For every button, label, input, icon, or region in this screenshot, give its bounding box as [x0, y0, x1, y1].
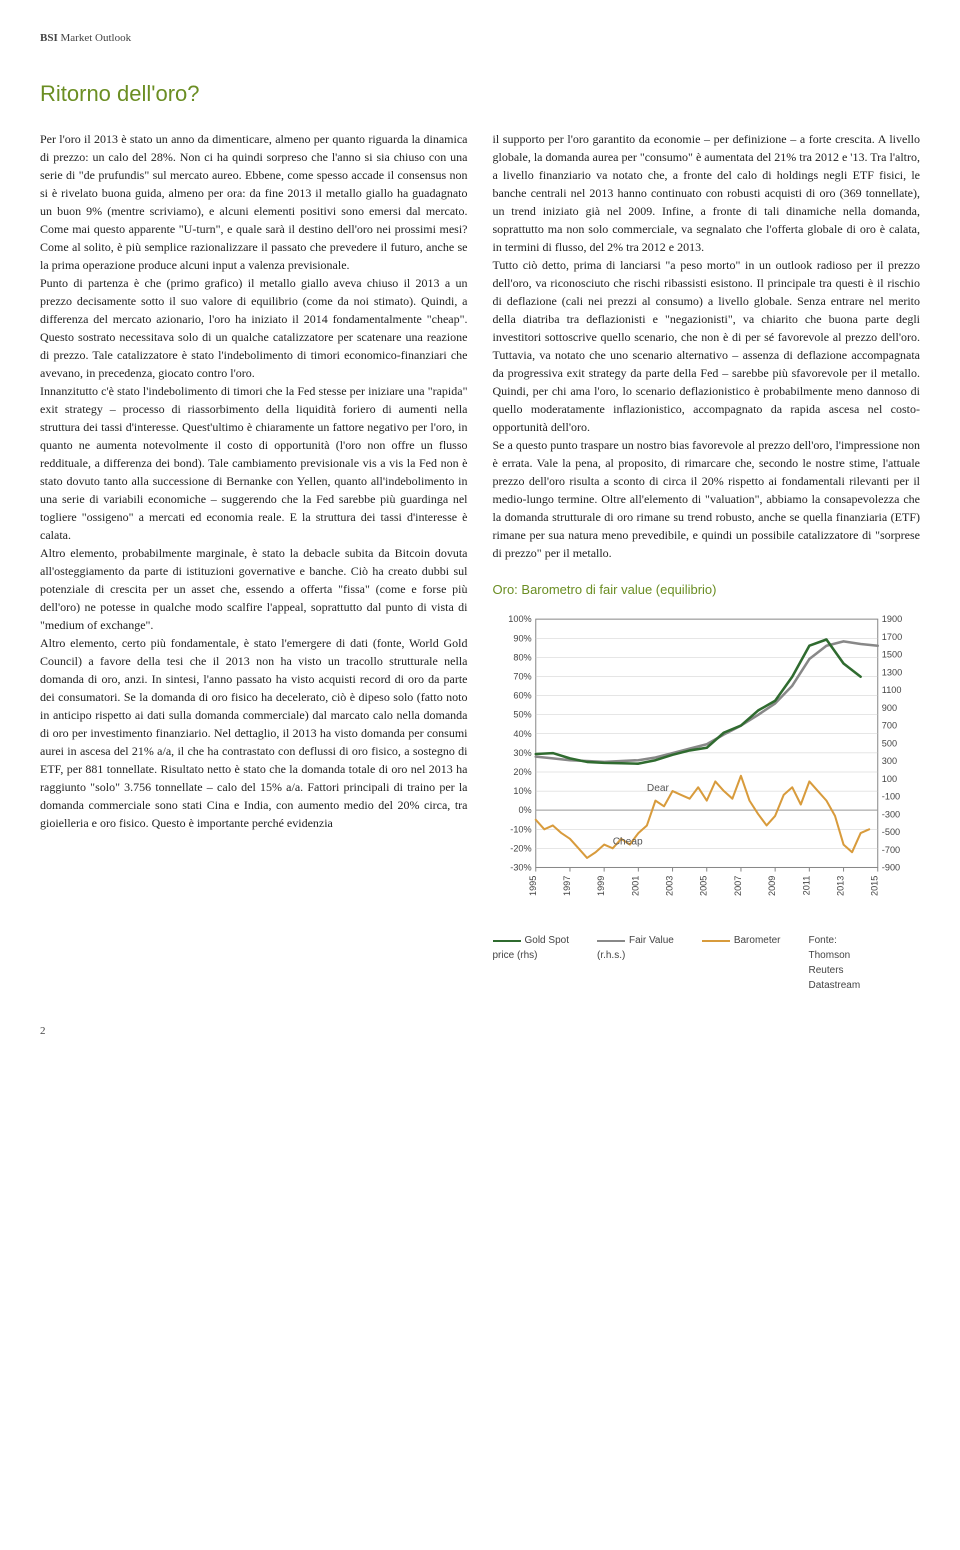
- body-right: il supporto per l'oro garantito da econo…: [493, 130, 921, 562]
- svg-text:100%: 100%: [508, 614, 531, 624]
- svg-text:900: 900: [881, 703, 896, 713]
- svg-text:1997: 1997: [561, 876, 571, 896]
- svg-text:2013: 2013: [835, 876, 845, 896]
- chart-source: Fonte:ThomsonReutersDatastream: [809, 933, 861, 993]
- svg-text:-700: -700: [881, 845, 899, 855]
- chart-title: Oro: Barometro di fair value (equilibrio…: [493, 580, 921, 600]
- legend-item: Gold Spotprice (rhs): [493, 933, 569, 993]
- svg-text:300: 300: [881, 756, 896, 766]
- svg-text:1900: 1900: [881, 614, 901, 624]
- chart-legend: Gold Spotprice (rhs) Fair Value(r.h.s.) Ba…: [493, 933, 921, 993]
- content-columns: Per l'oro il 2013 è stato un anno da dim…: [40, 130, 920, 994]
- svg-text:1500: 1500: [881, 650, 901, 660]
- svg-text:1700: 1700: [881, 632, 901, 642]
- svg-text:100: 100: [881, 774, 896, 784]
- brand: BSI: [40, 32, 58, 44]
- svg-text:80%: 80%: [513, 652, 531, 662]
- svg-text:70%: 70%: [513, 672, 531, 682]
- page-header: BSI Market Outlook: [40, 30, 920, 47]
- svg-text:2015: 2015: [869, 876, 879, 896]
- svg-text:2011: 2011: [801, 876, 811, 896]
- svg-text:30%: 30%: [513, 748, 531, 758]
- column-right: il supporto per l'oro garantito da econo…: [493, 130, 921, 994]
- svg-text:1300: 1300: [881, 667, 901, 677]
- svg-text:50%: 50%: [513, 710, 531, 720]
- page-title: Ritorno dell'oro?: [40, 77, 920, 110]
- svg-text:Cheap: Cheap: [612, 837, 642, 848]
- legend-item: Fair Value(r.h.s.): [597, 933, 674, 993]
- svg-text:2003: 2003: [664, 876, 674, 896]
- svg-text:1100: 1100: [881, 685, 901, 695]
- header-rest: Market Outlook: [58, 32, 131, 44]
- column-left: Per l'oro il 2013 è stato un anno da dim…: [40, 130, 468, 994]
- svg-text:20%: 20%: [513, 767, 531, 777]
- svg-text:2009: 2009: [767, 876, 777, 896]
- svg-text:-20%: -20%: [510, 843, 531, 853]
- svg-text:-100: -100: [881, 792, 899, 802]
- fair-value-chart: 100% 90% 80% 70% 60% 50% 40% 30% 20% 10% 0% -10% -20…: [493, 611, 921, 916]
- svg-text:2001: 2001: [630, 876, 640, 896]
- svg-text:60%: 60%: [513, 691, 531, 701]
- svg-text:1999: 1999: [596, 876, 606, 896]
- svg-text:-30%: -30%: [510, 863, 531, 873]
- svg-text:500: 500: [881, 738, 896, 748]
- chart-container: 100% 90% 80% 70% 60% 50% 40% 30% 20% 10% 0% -10% -20…: [493, 611, 921, 993]
- svg-text:700: 700: [881, 721, 896, 731]
- svg-text:-500: -500: [881, 827, 899, 837]
- svg-text:90%: 90%: [513, 633, 531, 643]
- svg-text:2005: 2005: [698, 876, 708, 896]
- svg-text:Dear: Dear: [646, 783, 669, 794]
- svg-text:2007: 2007: [732, 876, 742, 896]
- svg-text:-300: -300: [881, 809, 899, 819]
- svg-text:-10%: -10%: [510, 824, 531, 834]
- svg-text:-900: -900: [881, 863, 899, 873]
- body-left: Per l'oro il 2013 è stato un anno da dim…: [40, 130, 468, 832]
- svg-text:10%: 10%: [513, 786, 531, 796]
- svg-text:1995: 1995: [527, 876, 537, 896]
- svg-text:40%: 40%: [513, 729, 531, 739]
- page-number: 2: [40, 1023, 920, 1040]
- legend-item: Barometer: [702, 933, 781, 993]
- svg-text:0%: 0%: [518, 805, 531, 815]
